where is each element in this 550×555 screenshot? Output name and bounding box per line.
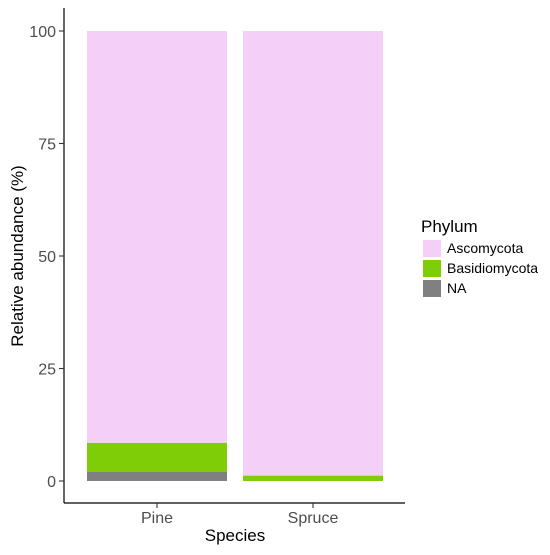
x-axis-title: Species (205, 526, 265, 545)
x-tick-label: Spruce (288, 510, 339, 527)
x-tick-label: Pine (141, 510, 173, 527)
y-tick-label: 50 (38, 249, 56, 266)
legend-label: Ascomycota (447, 240, 523, 256)
y-tick-label: 75 (38, 137, 56, 154)
y-tick-label: 100 (29, 24, 56, 41)
bar-segment-pine-na (87, 472, 227, 481)
y-axis-title: Relative abundance (%) (8, 165, 27, 346)
legend-key-na (423, 280, 441, 297)
legend-label: NA (447, 280, 467, 296)
legend-title: Phylum (421, 217, 478, 236)
bar-segment-spruce-ascomycota (243, 31, 383, 476)
legend-key-basidiomycota (423, 260, 441, 277)
legend: Phylum Ascomycota Basidiomycota NA (421, 217, 538, 297)
legend-key-ascomycota (423, 240, 441, 257)
y-tick-label: 25 (38, 362, 56, 379)
y-tick-label: 0 (47, 474, 56, 491)
bar-segment-pine-ascomycota (87, 31, 227, 443)
legend-label: Basidiomycota (447, 260, 538, 276)
x-axis-ticks: Pine Spruce (141, 503, 338, 527)
y-axis-ticks: 0 25 50 75 100 (29, 24, 64, 491)
bar-segment-spruce-basidiomycota (243, 475, 383, 481)
bars-layer (87, 31, 383, 481)
bar-segment-pine-basidiomycota (87, 442, 227, 472)
